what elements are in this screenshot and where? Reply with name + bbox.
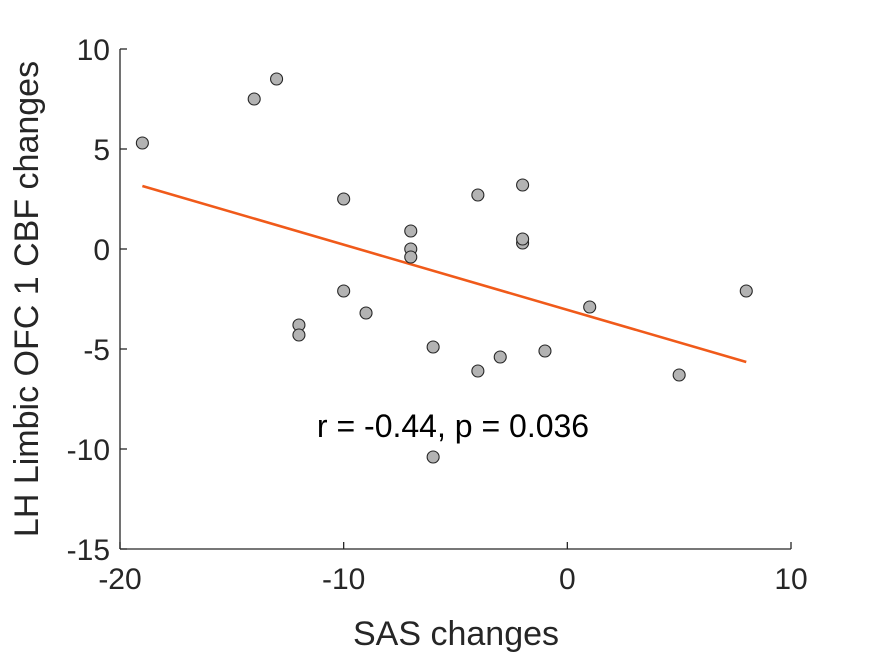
data-point <box>672 368 686 382</box>
y-tick-label: 5 <box>93 134 110 167</box>
data-point <box>426 450 440 464</box>
data-point <box>471 188 485 202</box>
x-tick-label: 10 <box>774 563 807 596</box>
data-point <box>270 72 284 86</box>
data-point <box>359 306 373 320</box>
y-tick-label: -10 <box>67 434 110 467</box>
data-point <box>471 364 485 378</box>
data-point <box>404 250 418 264</box>
data-point <box>292 328 306 342</box>
y-axis-title: LH Limbic OFC 1 CBF changes <box>8 61 46 537</box>
data-point <box>426 340 440 354</box>
data-point <box>337 284 351 298</box>
y-tick-label: 10 <box>77 34 110 67</box>
y-tick-label: -15 <box>67 534 110 567</box>
regression-line <box>142 184 747 364</box>
x-axis-title: SAS changes <box>353 615 559 653</box>
data-point <box>404 224 418 238</box>
data-point <box>583 300 597 314</box>
x-axis-ticks: -20 -10 0 10 <box>98 542 808 596</box>
correlation-annotation: r = -0.44, p = 0.036 <box>317 408 589 444</box>
axes <box>119 49 791 550</box>
x-tick-label: 0 <box>559 563 576 596</box>
data-point <box>739 284 753 298</box>
data-point <box>135 136 149 150</box>
data-point <box>337 192 351 206</box>
y-tick-label: -5 <box>83 334 110 367</box>
data-point <box>516 232 530 246</box>
y-tick-label: 0 <box>93 234 110 267</box>
data-point <box>538 344 552 358</box>
regression-line-group <box>142 184 747 364</box>
x-tick-label: -20 <box>98 563 141 596</box>
data-point <box>493 350 507 364</box>
y-axis-ticks: 10 5 0 -5 -10 -15 <box>67 34 127 567</box>
data-point <box>516 178 530 192</box>
data-points <box>135 72 753 464</box>
x-tick-label: -10 <box>322 563 365 596</box>
data-point <box>247 92 261 106</box>
